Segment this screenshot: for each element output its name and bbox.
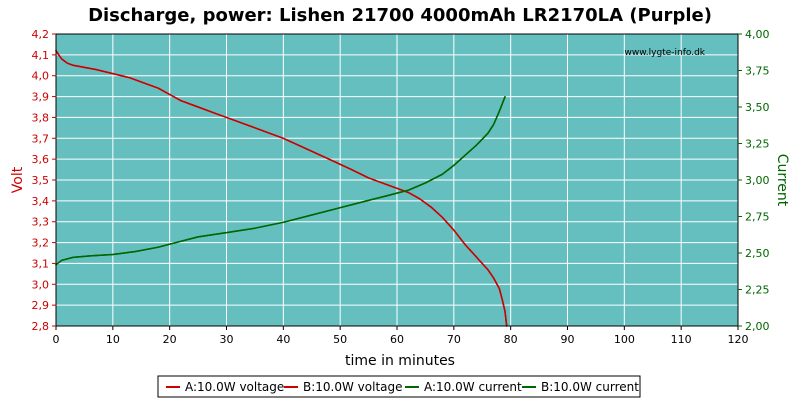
y-left-tick-label: 4,2 [32, 28, 50, 41]
x-tick-label: 120 [728, 333, 749, 346]
y-right-tick-label: 4,00 [745, 28, 770, 41]
y-axis-left-label: Volt [10, 166, 26, 193]
y-right-tick-label: 2,00 [745, 320, 770, 333]
x-tick-label: 20 [163, 333, 177, 346]
y-left-tick-label: 3,2 [32, 237, 50, 250]
y-left-tick-label: 3,6 [32, 153, 50, 166]
x-axis: 0 10 20 30 40 50 60 70 80 90 100 110 120 [53, 326, 749, 346]
y-left-tick-label: 2,8 [32, 320, 50, 333]
x-tick-label: 40 [276, 333, 290, 346]
y-left-tick-label: 3,7 [32, 132, 50, 145]
y-left-tick-label: 4,1 [32, 49, 50, 62]
y-axis-right-label: Current [774, 154, 790, 207]
y-right-tick-label: 3,75 [745, 65, 770, 78]
y-left-tick-label: 3,0 [32, 278, 50, 291]
watermark: www.lygte-info.dk [625, 48, 706, 58]
y-right-tick-label: 3,00 [745, 174, 770, 187]
legend-box [157, 375, 641, 398]
y-left-tick-label: 3,1 [32, 257, 50, 270]
legend-entry: B:10.0W voltage [303, 380, 403, 394]
x-tick-label: 70 [447, 333, 461, 346]
y-left-tick-label: 3,5 [32, 174, 50, 187]
y-axis-right: 2,00 2,25 2,50 2,75 3,00 3,25 3,50 3,75 4,00 [738, 28, 770, 333]
y-axis-left: 2,8 2,9 3,0 3,1 3,2 3,3 3,4 3,5 3,6 3,7 3,8 3,9 4,0 4… [32, 28, 56, 333]
y-left-tick-label: 4,0 [32, 70, 50, 83]
y-right-tick-label: 3,50 [745, 101, 770, 114]
y-left-tick-label: 3,3 [32, 216, 50, 229]
x-tick-label: 10 [106, 333, 120, 346]
chart-title: Discharge, power: Lishen 21700 4000mAh L… [88, 5, 712, 26]
y-left-tick-label: 3,9 [32, 91, 50, 104]
x-tick-label: 110 [671, 333, 692, 346]
x-axis-label: time in minutes [345, 353, 455, 369]
x-tick-label: 80 [504, 333, 518, 346]
legend: A:10.0W voltage B:10.0W voltage A:10.0W cu… [157, 375, 641, 398]
x-tick-label: 100 [614, 333, 635, 346]
x-tick-label: 50 [333, 333, 347, 346]
x-tick-label: 60 [390, 333, 404, 346]
series-layer [55, 49, 508, 327]
x-tick-label: 90 [561, 333, 575, 346]
y-right-tick-label: 2,25 [745, 284, 770, 297]
legend-entry: B:10.0W current [541, 380, 639, 394]
x-tick-label: 30 [220, 333, 234, 346]
x-tick-label: 0 [53, 333, 60, 346]
legend-entry: A:10.0W current [424, 380, 522, 394]
y-right-tick-label: 2,75 [745, 211, 770, 224]
y-left-tick-label: 3,4 [32, 195, 50, 208]
series-line-b-10-0w-voltage [55, 49, 508, 327]
y-left-tick-label: 3,8 [32, 111, 50, 124]
series-line-b-10-0w-current [55, 96, 506, 266]
y-right-tick-label: 3,25 [745, 138, 770, 151]
y-left-tick-label: 2,9 [32, 299, 50, 312]
y-right-tick-label: 2,50 [745, 247, 770, 260]
legend-entry: A:10.0W voltage [185, 380, 284, 394]
